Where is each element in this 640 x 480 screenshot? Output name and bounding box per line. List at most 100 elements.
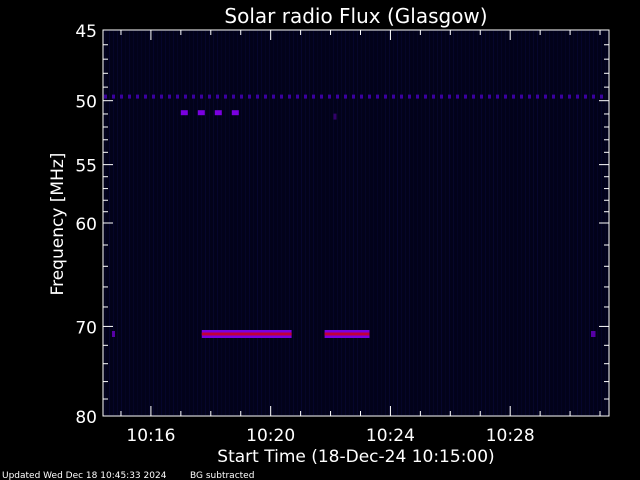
noise-streak (221, 31, 222, 415)
noise-streak (421, 31, 422, 415)
band-dash-0 (528, 94, 531, 99)
y-axis-label: Frequency [MHz] (48, 153, 68, 296)
noise-streak (497, 31, 498, 415)
noise-streak (565, 31, 566, 415)
noise-streak (585, 31, 586, 415)
band-dash-0 (496, 94, 499, 99)
noise-streak (277, 31, 278, 415)
noise-streak (521, 31, 522, 415)
noise-streak (233, 31, 234, 415)
band-dash-0 (280, 94, 283, 99)
band-dash-0 (408, 94, 411, 99)
y-tick-label: 55 (75, 157, 97, 177)
band-dash-0 (600, 94, 603, 99)
noise-streak (597, 31, 598, 415)
noise-streak (477, 31, 478, 415)
noise-streak (361, 31, 362, 415)
noise-streak (333, 31, 334, 415)
band-dash-0 (328, 94, 331, 99)
noise-streak (493, 31, 494, 415)
noise-streak (149, 31, 150, 415)
band-dash-0 (376, 94, 379, 99)
noise-streak (485, 31, 486, 415)
band-dash-0 (344, 94, 347, 99)
noise-streak (453, 31, 454, 415)
band-dash-0 (232, 94, 235, 99)
noise-streak (145, 31, 146, 415)
x-tick-label: 10:28 (486, 426, 535, 446)
band-dash-0 (560, 94, 563, 99)
band-dash-0 (264, 94, 267, 99)
band-dash-0 (336, 94, 339, 99)
noise-streak (173, 31, 174, 415)
noise-streak (289, 31, 290, 415)
noise-streak (321, 31, 322, 415)
noise-streak (441, 31, 442, 415)
noise-streak (429, 31, 430, 415)
noise-streak (505, 31, 506, 415)
band-dash-0 (296, 94, 299, 99)
band-dash-0 (120, 94, 123, 99)
band-dash-0 (136, 94, 139, 99)
noise-streak (253, 31, 254, 415)
plot-area (103, 30, 609, 416)
band-dash-0 (568, 94, 571, 99)
noise-streak (357, 31, 358, 415)
band-dash-0 (104, 94, 107, 99)
noise-streak (189, 31, 190, 415)
band-dash-1 (231, 110, 239, 116)
band-dash-0 (224, 94, 227, 99)
noise-streak (465, 31, 466, 415)
band-dash-0 (544, 94, 547, 99)
band-dash-0 (288, 94, 291, 99)
noise-streak (537, 31, 538, 415)
noise-streak (225, 31, 226, 415)
noise-streak (409, 31, 410, 415)
noise-streak (589, 31, 590, 415)
noise-streak (349, 31, 350, 415)
noise-streak (369, 31, 370, 415)
noise-streak (385, 31, 386, 415)
noise-streak (193, 31, 194, 415)
band-dash-0 (488, 94, 491, 99)
noise-streak (177, 31, 178, 415)
y-tick-label: 70 (75, 318, 97, 338)
noise-streak (205, 31, 206, 415)
band-dash-0 (144, 94, 147, 99)
noise-streak (229, 31, 230, 415)
noise-streak (157, 31, 158, 415)
noise-streak (121, 31, 122, 415)
noise-streak (261, 31, 262, 415)
plot-background (103, 30, 609, 416)
noise-streak (209, 31, 210, 415)
y-tick-label: 80 (75, 408, 97, 428)
band-dash-0 (384, 94, 387, 99)
noise-streak (581, 31, 582, 415)
spot-4 (112, 331, 115, 337)
spot-5 (591, 331, 596, 337)
x-tick-label: 10:16 (126, 426, 175, 446)
noise-streak (165, 31, 166, 415)
band-dash-0 (520, 94, 523, 99)
band-dash-1 (197, 110, 205, 116)
band-dash-0 (128, 94, 131, 99)
noise-streak (557, 31, 558, 415)
band-dash-0 (392, 94, 395, 99)
band-dash-0 (400, 94, 403, 99)
noise-streak (549, 31, 550, 415)
band-dash-0 (448, 94, 451, 99)
noise-streak (533, 31, 534, 415)
noise-streak (313, 31, 314, 415)
noise-streak (201, 31, 202, 415)
noise-streak (257, 31, 258, 415)
band-dash-0 (272, 94, 275, 99)
band-dash-0 (576, 94, 579, 99)
noise-streak (301, 31, 302, 415)
band-dash-0 (176, 94, 179, 99)
noise-streak (237, 31, 238, 415)
band-dash-0 (432, 94, 435, 99)
band-dash-0 (592, 94, 595, 99)
noise-streak (449, 31, 450, 415)
noise-streak (317, 31, 318, 415)
noise-streak (473, 31, 474, 415)
